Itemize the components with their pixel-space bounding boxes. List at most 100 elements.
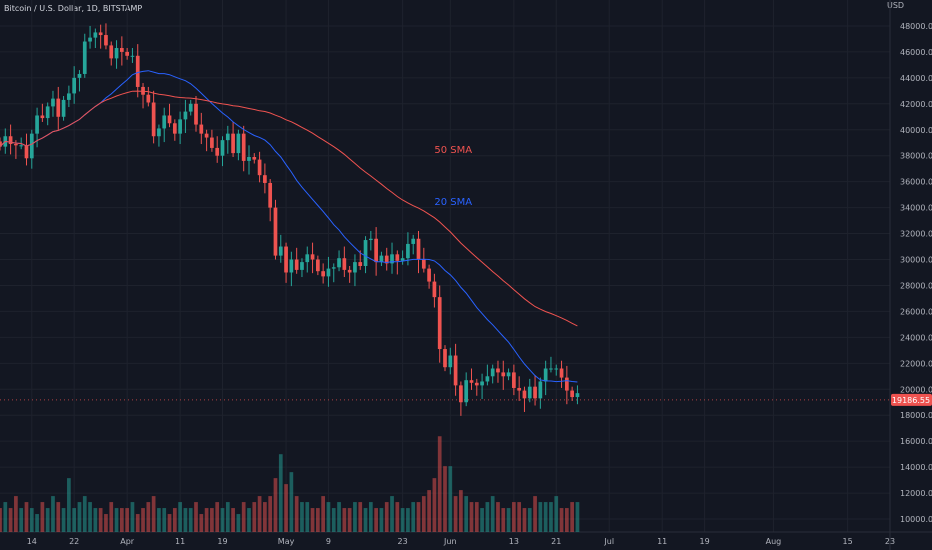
candle-body bbox=[506, 372, 511, 377]
candle-body bbox=[210, 137, 214, 148]
x-tick-label: Aug bbox=[766, 537, 782, 546]
candle-body bbox=[278, 246, 283, 256]
candle-body bbox=[316, 259, 320, 272]
candle-body bbox=[427, 268, 431, 282]
candle-body bbox=[93, 32, 98, 38]
volume-bar bbox=[29, 508, 34, 532]
candle-body bbox=[82, 41, 87, 74]
sma50-line bbox=[0, 90, 578, 327]
candle-body bbox=[501, 372, 506, 377]
candle-body bbox=[199, 124, 204, 134]
candle-body bbox=[24, 145, 29, 159]
candle-body bbox=[485, 376, 490, 382]
candle-body bbox=[459, 385, 463, 403]
candle-body bbox=[406, 243, 410, 259]
y-tick-label: 22000.00 bbox=[900, 359, 932, 368]
y-tick-label: 42000.00 bbox=[900, 100, 932, 109]
last-price-box bbox=[891, 393, 932, 406]
y-tick-label: 20000.00 bbox=[900, 385, 932, 394]
y-tick-label: 10000.00 bbox=[900, 515, 932, 524]
volume-bar bbox=[564, 508, 569, 532]
volume-bar bbox=[215, 502, 220, 532]
sma20-line bbox=[0, 70, 578, 383]
candle-body bbox=[61, 99, 66, 117]
volume-bar bbox=[347, 508, 352, 532]
y-tick-label: 30000.00 bbox=[900, 256, 932, 265]
volume-bar bbox=[379, 508, 384, 532]
candle-body bbox=[151, 102, 156, 137]
volume-bar bbox=[321, 496, 326, 532]
candle-body bbox=[533, 386, 537, 399]
volume-bar bbox=[538, 502, 543, 532]
volume-bar bbox=[93, 508, 98, 532]
candle-body bbox=[411, 238, 416, 244]
candle-body bbox=[247, 157, 251, 161]
volume-bar bbox=[157, 508, 161, 532]
candle-body bbox=[178, 119, 182, 134]
candle-body bbox=[29, 133, 34, 159]
volume-bar bbox=[225, 502, 230, 532]
volume-bar bbox=[316, 508, 320, 532]
candle-body bbox=[331, 267, 336, 269]
volume-bar bbox=[337, 502, 341, 532]
candle-body bbox=[480, 381, 484, 386]
volume-bar bbox=[390, 496, 394, 532]
candle-body bbox=[549, 368, 553, 370]
candle-body bbox=[384, 255, 389, 264]
volume-bar bbox=[35, 514, 39, 532]
volume-bar bbox=[247, 508, 251, 532]
volume-bar bbox=[533, 496, 537, 532]
candle-body bbox=[130, 55, 135, 57]
candle-body bbox=[337, 258, 341, 268]
candle-body bbox=[268, 182, 273, 208]
candle-body bbox=[289, 259, 294, 273]
y-tick-label: 16000.00 bbox=[900, 437, 932, 446]
x-tick-label: 23 bbox=[885, 537, 895, 546]
volume-bar bbox=[331, 508, 336, 532]
x-tick-label: 11 bbox=[175, 537, 185, 546]
volume-bar bbox=[14, 496, 18, 532]
volume-bar bbox=[72, 508, 77, 532]
candle-body bbox=[368, 238, 373, 241]
y-tick-label: 46000.00 bbox=[900, 48, 932, 57]
candle-body bbox=[469, 380, 474, 383]
candle-body bbox=[379, 255, 384, 263]
volume-bar bbox=[443, 466, 447, 532]
candle-body bbox=[88, 37, 92, 42]
volume-bar bbox=[8, 508, 13, 532]
candle-body bbox=[448, 355, 453, 368]
volume-bar bbox=[0, 508, 2, 532]
volume-bar bbox=[496, 502, 500, 532]
candle-body bbox=[374, 238, 378, 263]
volume-bar bbox=[24, 502, 29, 532]
volume-bar bbox=[257, 496, 262, 532]
volume-bar bbox=[300, 502, 304, 532]
candle-body bbox=[257, 159, 262, 176]
volume-bar bbox=[119, 508, 124, 532]
volume-bar bbox=[512, 502, 516, 532]
last-price-tag: 19186.55 bbox=[0, 393, 932, 406]
candle-body bbox=[474, 382, 479, 386]
candle-body bbox=[45, 106, 50, 119]
candle-body bbox=[395, 254, 400, 261]
volume-bar bbox=[437, 436, 442, 532]
volume-bar bbox=[241, 502, 246, 532]
volume-bar bbox=[98, 508, 103, 532]
volume-bar bbox=[236, 514, 241, 532]
candle-body bbox=[273, 207, 278, 256]
volume-bar bbox=[480, 508, 484, 532]
candle-body bbox=[564, 377, 569, 391]
x-tick-label: 15 bbox=[843, 537, 853, 546]
volume-bar bbox=[474, 502, 479, 532]
y-tick-label: 26000.00 bbox=[900, 307, 932, 316]
volume-bar bbox=[368, 502, 373, 532]
candle-body bbox=[284, 246, 288, 273]
candle-body bbox=[236, 133, 241, 154]
candle-body bbox=[194, 103, 198, 125]
candle-body bbox=[453, 355, 458, 386]
volume-bar bbox=[204, 508, 209, 532]
volume-bar bbox=[490, 496, 495, 532]
volume-bar bbox=[427, 490, 431, 532]
x-tick-label: 19 bbox=[699, 537, 709, 546]
